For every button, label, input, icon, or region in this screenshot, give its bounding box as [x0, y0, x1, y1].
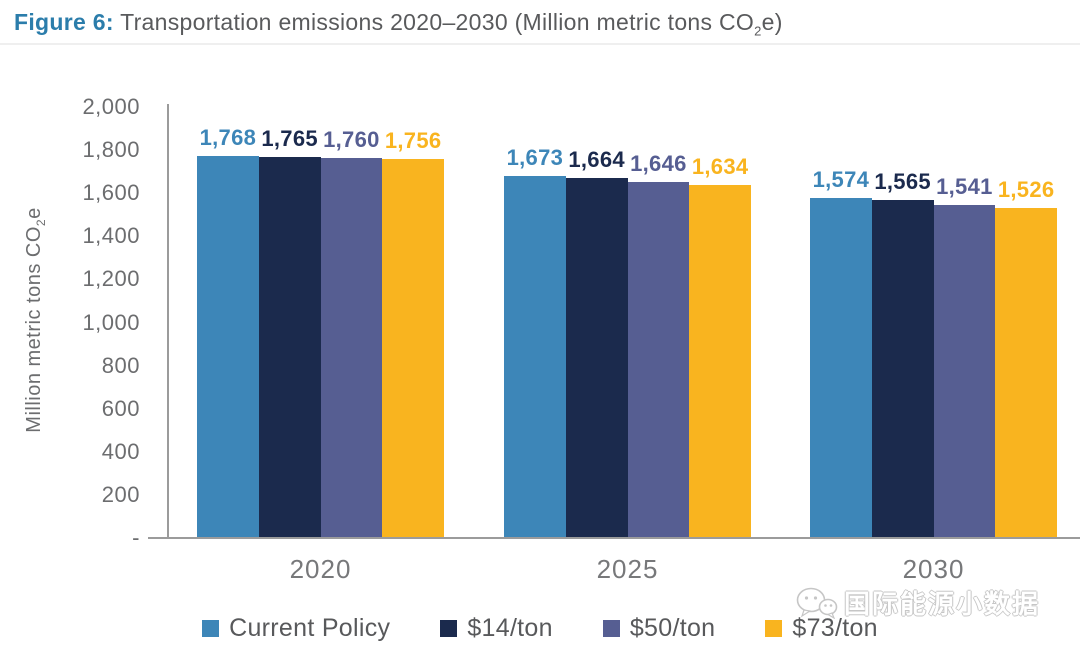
figure-number-label: Figure 6: [14, 9, 114, 35]
bar-value-label-Current-Policy-2025: 1,673 [506, 145, 564, 170]
bar--50-ton-2030 [933, 205, 996, 537]
bar-slot: 1,673 [504, 106, 566, 537]
bar-value-label--73-ton-2030: 1,526 [997, 177, 1055, 202]
x-axis-line [148, 537, 1080, 539]
bar-slot: 1,565 [871, 106, 934, 537]
bar-slot: 1,664 [565, 106, 628, 537]
bar--73-ton-2030 [995, 208, 1057, 537]
y-tick-label-2,000: 2,000 [82, 94, 140, 119]
bar-value-label--50-ton-2030: 1,541 [936, 174, 993, 199]
bar-slot: 1,634 [689, 106, 751, 537]
y-tick-label-400: 400 [101, 438, 140, 464]
y-tick-label-1,200: 1,200 [82, 266, 140, 292]
bar-value-label--14-ton-2020: 1,765 [261, 126, 318, 151]
legend-label: $50/ton [629, 614, 716, 642]
bar-slot: 1,646 [627, 106, 690, 537]
legend-item--73-ton: $73/ton [765, 614, 878, 643]
bar--14-ton-2030 [871, 200, 934, 537]
bar-slot: 1,760 [320, 106, 383, 537]
figure-title: Figure 6: Transportation emissions 2020–… [14, 9, 783, 39]
bar-value-label--14-ton-2030: 1,565 [874, 169, 931, 194]
figure-title-text: Transportation emissions 2020–2030 (Mill… [113, 9, 783, 39]
watermark-text: 国际能源小数据 [844, 589, 1041, 619]
bar-slot: 1,574 [810, 106, 872, 537]
bar-Current-Policy-2020 [197, 156, 259, 537]
bar-slot: 1,541 [933, 106, 996, 537]
bar-value-label--50-ton-2025: 1,646 [630, 151, 687, 176]
bar-value-label-Current-Policy-2020: 1,768 [199, 125, 257, 150]
legend-swatch-icon [202, 620, 220, 637]
x-category-label-2025: 2025 [596, 554, 659, 584]
bar--73-ton-2020 [382, 159, 444, 537]
bar--50-ton-2020 [320, 158, 383, 537]
y-tick-label-0: - [132, 525, 140, 550]
y-axis-line [167, 104, 169, 539]
bar-group-2025: 1,673 1,664 1,646 1,634 [504, 106, 751, 537]
bar-value-label--73-ton-2020: 1,756 [384, 128, 442, 153]
y-tick-label-1,600: 1,600 [82, 180, 140, 206]
bar-Current-Policy-2030 [810, 198, 872, 537]
legend-swatch-icon [440, 620, 458, 637]
legend-item--14-ton: $14/ton [440, 614, 553, 643]
co2-subscript: 2 [754, 23, 762, 39]
y-tick-label-200: 200 [101, 481, 140, 507]
legend-label: Current Policy [229, 614, 391, 642]
legend-item-Current-Policy: Current Policy [202, 614, 390, 643]
y-tick-label-1,400: 1,400 [82, 223, 140, 249]
watermark: 国际能源小数据 [795, 584, 1040, 621]
legend-label: $14/ton [467, 614, 553, 642]
x-category-label-2030: 2030 [902, 554, 965, 584]
legend-item--50-ton: $50/ton [602, 614, 716, 643]
bar-group-2030: 1,574 1,565 1,541 1,526 [810, 106, 1057, 537]
chat-bubbles-logo-icon [796, 587, 838, 619]
bar-value-label--50-ton-2020: 1,760 [323, 127, 380, 152]
bar--50-ton-2025 [627, 182, 690, 537]
bar-slot: 1,765 [258, 106, 321, 537]
x-category-label-2020: 2020 [289, 554, 352, 584]
y-tick-label-800: 800 [101, 352, 140, 378]
bar-value-label--73-ton-2025: 1,634 [691, 154, 749, 179]
legend-label: $73/ton [792, 614, 878, 642]
chart-legend: Current Policy $14/ton $50/ton $73/ton [0, 614, 1080, 643]
title-divider [0, 43, 1080, 45]
bar-slot: 1,756 [382, 106, 444, 537]
bar-slot: 1,768 [197, 106, 259, 537]
legend-swatch-icon [765, 620, 783, 637]
bar-Current-Policy-2025 [504, 176, 566, 537]
bar-slot: 1,526 [995, 106, 1057, 537]
figure-title-body: Transportation emissions 2020–2030 (Mill… [113, 9, 755, 35]
plot-area: 1,768 1,765 1,760 1,756 1,673 1,664 1,646 1,634… [0, 106, 1080, 537]
bar--14-ton-2025 [565, 178, 628, 537]
legend-swatch-icon [602, 620, 620, 637]
figure-title-tail: e) [761, 9, 783, 35]
y-tick-label-1,800: 1,800 [82, 137, 140, 163]
y-tick-label-1,000: 1,000 [82, 309, 140, 335]
bar-value-label--14-ton-2025: 1,664 [568, 147, 625, 172]
bar-group-2020: 1,768 1,765 1,760 1,756 [197, 106, 444, 537]
bar--14-ton-2020 [258, 157, 321, 537]
bar--73-ton-2025 [689, 185, 751, 537]
bar-value-label-Current-Policy-2030: 1,574 [812, 167, 870, 192]
y-tick-label-600: 600 [101, 395, 140, 421]
